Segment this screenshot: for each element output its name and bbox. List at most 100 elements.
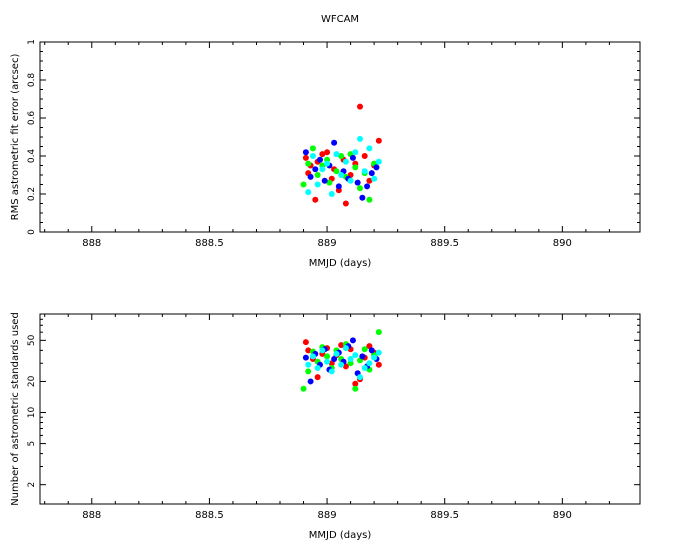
data-point-cyan	[309, 353, 316, 360]
data-point-cyan	[347, 355, 354, 362]
x-tick-label: 889	[318, 238, 337, 249]
data-point-green	[333, 168, 340, 175]
x-tick-label: 889.5	[430, 238, 459, 249]
data-point-green	[305, 160, 312, 167]
data-point-red	[357, 103, 363, 110]
data-point-blue	[321, 177, 328, 184]
data-point-red	[342, 363, 349, 370]
data-point-cyan	[375, 349, 382, 356]
data-point-red	[324, 149, 331, 156]
y-tick-label: 5	[27, 441, 37, 447]
data-point-cyan	[328, 191, 335, 197]
rms-y-axis-label: RMS astrometric fit error (arcsec)	[10, 54, 21, 221]
data-point-green	[366, 196, 373, 203]
data-point-blue	[312, 166, 319, 173]
data-point-green	[338, 153, 345, 159]
data-point-cyan	[371, 175, 378, 182]
data-point-cyan	[357, 135, 363, 142]
y-tick-label: 0	[27, 229, 37, 235]
y-tick-label: 20	[27, 375, 37, 387]
data-point-cyan	[347, 177, 354, 184]
data-point-blue	[307, 378, 314, 385]
data-point-blue	[307, 173, 314, 180]
x-tick-label: 888	[82, 510, 101, 521]
data-point-cyan	[338, 361, 345, 368]
data-point-blue	[368, 170, 375, 177]
data-point-cyan	[305, 361, 312, 368]
y-tick-label: 0.8	[27, 73, 37, 88]
data-point-blue	[349, 337, 356, 344]
data-point-red	[366, 177, 373, 184]
rms-x-axis-label: MMJD (days)	[309, 258, 372, 269]
y-tick-label: 10	[27, 407, 37, 419]
rms-data-points	[300, 103, 382, 207]
x-tick-label: 889	[318, 510, 337, 521]
x-tick-label: 890	[553, 238, 572, 249]
data-point-green	[300, 385, 307, 392]
data-point-cyan	[324, 358, 331, 365]
data-point-red	[302, 154, 309, 161]
standards-count-chart: 888 888.5 889 889.5 890 2 5 10 20 50 MMJD (days)…	[10, 312, 641, 541]
data-point-red	[312, 196, 319, 203]
y-tick-label: 1	[27, 39, 37, 45]
data-point-cyan	[357, 374, 363, 381]
data-point-cyan	[361, 168, 368, 175]
data-point-green	[314, 172, 321, 178]
rms-plot-frame	[39, 41, 641, 233]
data-point-blue	[359, 353, 366, 360]
data-point-blue	[335, 183, 342, 190]
standards-x-ticks: 888 888.5 889 889.5 890	[44, 314, 610, 521]
data-point-cyan	[352, 352, 359, 359]
data-point-red	[352, 380, 359, 387]
standards-y-axis-label: Number of astrometric standards used	[10, 312, 21, 506]
data-point-red	[305, 347, 312, 354]
data-point-cyan	[342, 158, 349, 165]
x-tick-label: 888	[82, 238, 101, 249]
data-point-green	[309, 145, 316, 152]
standards-y-ticks: 2 5 10 20 50	[27, 318, 640, 488]
data-point-green	[324, 353, 331, 360]
rms-x-ticks: 888 888.5 889 889.5 890	[44, 42, 610, 249]
data-point-cyan	[375, 158, 382, 165]
data-point-cyan	[314, 181, 321, 188]
data-point-red	[338, 342, 345, 349]
y-tick-label: 0.4	[27, 149, 37, 164]
data-point-green	[361, 346, 368, 353]
x-tick-label: 889.5	[430, 510, 459, 521]
data-point-green	[305, 368, 312, 375]
y-tick-label: 50	[27, 334, 37, 346]
data-point-cyan	[333, 151, 340, 158]
data-point-green	[326, 179, 333, 186]
data-point-cyan	[366, 145, 373, 152]
data-point-cyan	[361, 364, 368, 371]
data-point-red	[375, 137, 382, 144]
data-point-green	[352, 164, 359, 171]
data-point-cyan	[319, 166, 326, 173]
data-point-blue	[331, 355, 338, 362]
x-tick-label: 888.5	[195, 510, 224, 521]
data-point-blue	[317, 156, 323, 163]
data-point-cyan	[319, 347, 326, 354]
data-point-green	[347, 360, 354, 367]
data-point-cyan	[309, 153, 316, 159]
data-point-red	[314, 374, 321, 381]
data-point-cyan	[324, 160, 331, 167]
data-point-blue	[359, 194, 366, 201]
y-tick-label: 2	[27, 482, 37, 488]
data-point-blue	[354, 179, 361, 186]
standards-plot-frame	[39, 313, 641, 505]
data-point-cyan	[342, 345, 349, 352]
data-point-blue	[364, 183, 371, 190]
data-point-green	[375, 329, 382, 336]
data-point-green	[352, 385, 359, 392]
y-tick-label: 0.2	[27, 187, 37, 201]
data-point-red	[319, 151, 326, 158]
data-point-cyan	[333, 350, 340, 357]
data-point-cyan	[352, 149, 359, 156]
rms-error-chart: 888 888.5 889 889.5 890 0 0.2 0.4 0.6 0.8 1 MMJD …	[10, 39, 641, 269]
standards-x-axis-label: MMJD (days)	[309, 530, 372, 541]
page-title: WFCAM	[321, 14, 359, 25]
standards-data-points	[300, 329, 382, 392]
data-point-cyan	[338, 172, 345, 178]
